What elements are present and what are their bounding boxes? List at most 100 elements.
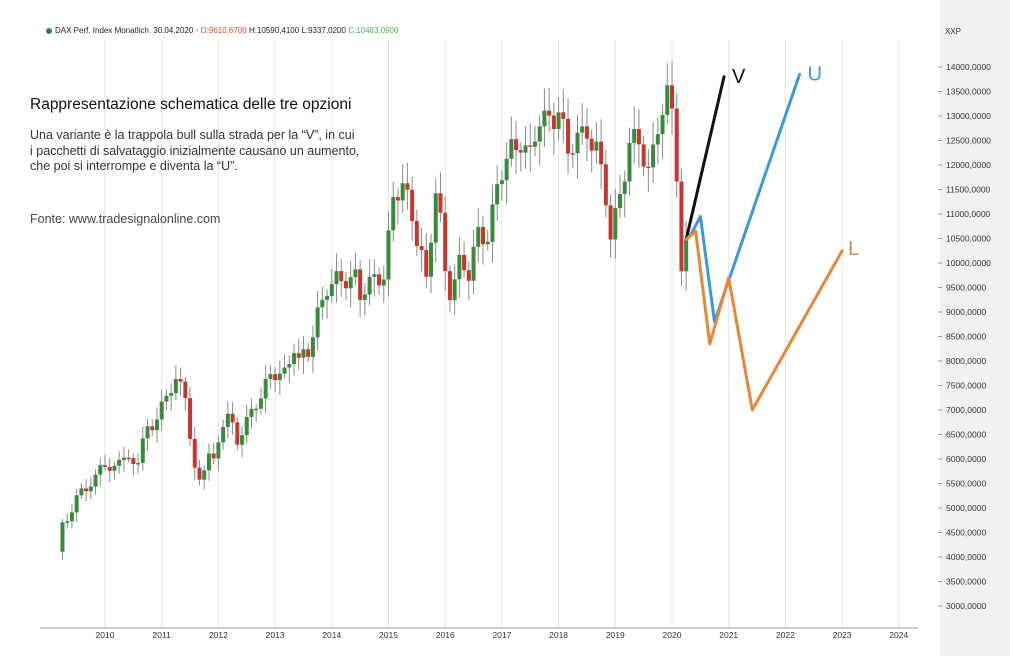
y-tick-label: 6500,0000 — [946, 430, 986, 440]
y-tick-label: 5000,0000 — [946, 503, 986, 513]
candle-body — [547, 110, 552, 116]
candle-body — [216, 442, 221, 459]
candle-body — [164, 395, 169, 402]
candle-body — [674, 108, 679, 182]
candle-body — [206, 453, 211, 471]
candle-body — [65, 521, 70, 523]
candle-body — [660, 114, 665, 135]
candle-body — [424, 250, 429, 277]
candle-body — [405, 183, 410, 190]
candle-body — [433, 193, 438, 243]
candle-body — [188, 398, 193, 439]
ticker-label: XXP — [945, 27, 962, 36]
candle-body — [400, 183, 405, 201]
candle-body — [178, 378, 183, 382]
candle-body — [438, 193, 443, 213]
close-value: C:10483,0900 — [348, 26, 399, 35]
candle-body — [131, 458, 136, 465]
candle-body — [386, 230, 391, 280]
y-tick-label: 12500,0000 — [946, 136, 991, 146]
candle-body — [679, 181, 684, 272]
candle-body — [561, 112, 566, 119]
candle-body — [287, 363, 292, 368]
candle-body — [495, 184, 500, 205]
y-tick-label: 11000,0000 — [946, 209, 991, 219]
candle-body — [580, 126, 585, 133]
candle-body — [235, 422, 240, 445]
candle-body — [121, 457, 126, 460]
panel-source: Fonte: www.tradesignalonline.com — [30, 212, 221, 226]
candle-body — [457, 254, 462, 280]
candle-body — [518, 150, 523, 153]
y-tick-label: 9000,0000 — [946, 307, 986, 317]
candle-body — [320, 299, 325, 308]
instrument-date: 30.04.2020 — [153, 26, 194, 35]
candle-body — [684, 239, 689, 272]
y-tick-label: 13500,0000 — [946, 87, 991, 97]
candle-body — [410, 189, 415, 221]
candle-body — [537, 126, 542, 142]
x-tick-label: 2010 — [96, 630, 115, 640]
instrument-name: DAX Perf. Index Monatlich — [55, 26, 149, 35]
candle-body — [556, 112, 561, 129]
candle-body — [570, 153, 575, 155]
candle-body — [244, 416, 249, 436]
candle-body — [485, 241, 490, 245]
x-tick-label: 2019 — [606, 630, 625, 640]
candle-body — [159, 401, 164, 420]
x-tick-label: 2022 — [776, 630, 795, 640]
panel-title: Rappresentazione schematica delle tre op… — [30, 96, 352, 113]
candle-body — [79, 488, 84, 496]
candle-body — [523, 145, 528, 153]
candle-body — [88, 486, 93, 492]
y-tick-label: 10500,0000 — [946, 234, 991, 244]
candle-body — [542, 110, 547, 127]
candle-body — [372, 274, 377, 277]
candle-body — [230, 413, 235, 423]
candle-body — [504, 158, 509, 181]
x-tick-label: 2016 — [436, 630, 455, 640]
candle-body — [599, 141, 604, 165]
candle-body — [192, 438, 197, 468]
candle-body — [665, 85, 670, 115]
candle-body — [632, 129, 637, 143]
candle-body — [112, 465, 117, 471]
x-tick-label: 2021 — [719, 630, 738, 640]
candle-body — [145, 426, 150, 439]
candle-body — [301, 349, 306, 358]
candle-body — [329, 284, 334, 296]
scenario-label-l: L — [848, 238, 859, 260]
candle-body — [651, 144, 656, 168]
candle-body — [258, 398, 263, 409]
scenario-label-v: V — [732, 66, 746, 88]
x-tick-label: 2012 — [209, 630, 228, 640]
candle-body — [381, 279, 386, 286]
candle-body — [429, 242, 434, 277]
candle-body — [150, 426, 155, 431]
candle-body — [173, 378, 178, 394]
candle-body — [443, 212, 448, 272]
candle-body — [584, 126, 589, 139]
x-tick-label: 2013 — [266, 630, 285, 640]
candle-body — [532, 141, 537, 147]
candle-body — [395, 197, 400, 201]
candle-body — [292, 353, 296, 364]
x-tick-label: 2015 — [379, 630, 398, 640]
y-tick-label: 8500,0000 — [946, 332, 986, 342]
candle-body — [315, 307, 320, 338]
x-tick-label: 2014 — [322, 630, 341, 640]
candle-body — [306, 349, 311, 357]
y-tick-label: 7500,0000 — [946, 381, 986, 391]
candle-body — [466, 270, 471, 281]
candle-body — [263, 378, 268, 399]
candle-body — [348, 277, 353, 289]
scenario-line-v — [684, 75, 726, 241]
x-tick-label: 2023 — [833, 630, 852, 640]
candle-body — [414, 220, 419, 246]
instrument-header: DAX Perf. Index Monatlich 30.04.2020 - O… — [46, 26, 398, 35]
candle-body — [589, 138, 594, 151]
candle-body — [93, 474, 98, 487]
candle-body — [655, 134, 660, 145]
